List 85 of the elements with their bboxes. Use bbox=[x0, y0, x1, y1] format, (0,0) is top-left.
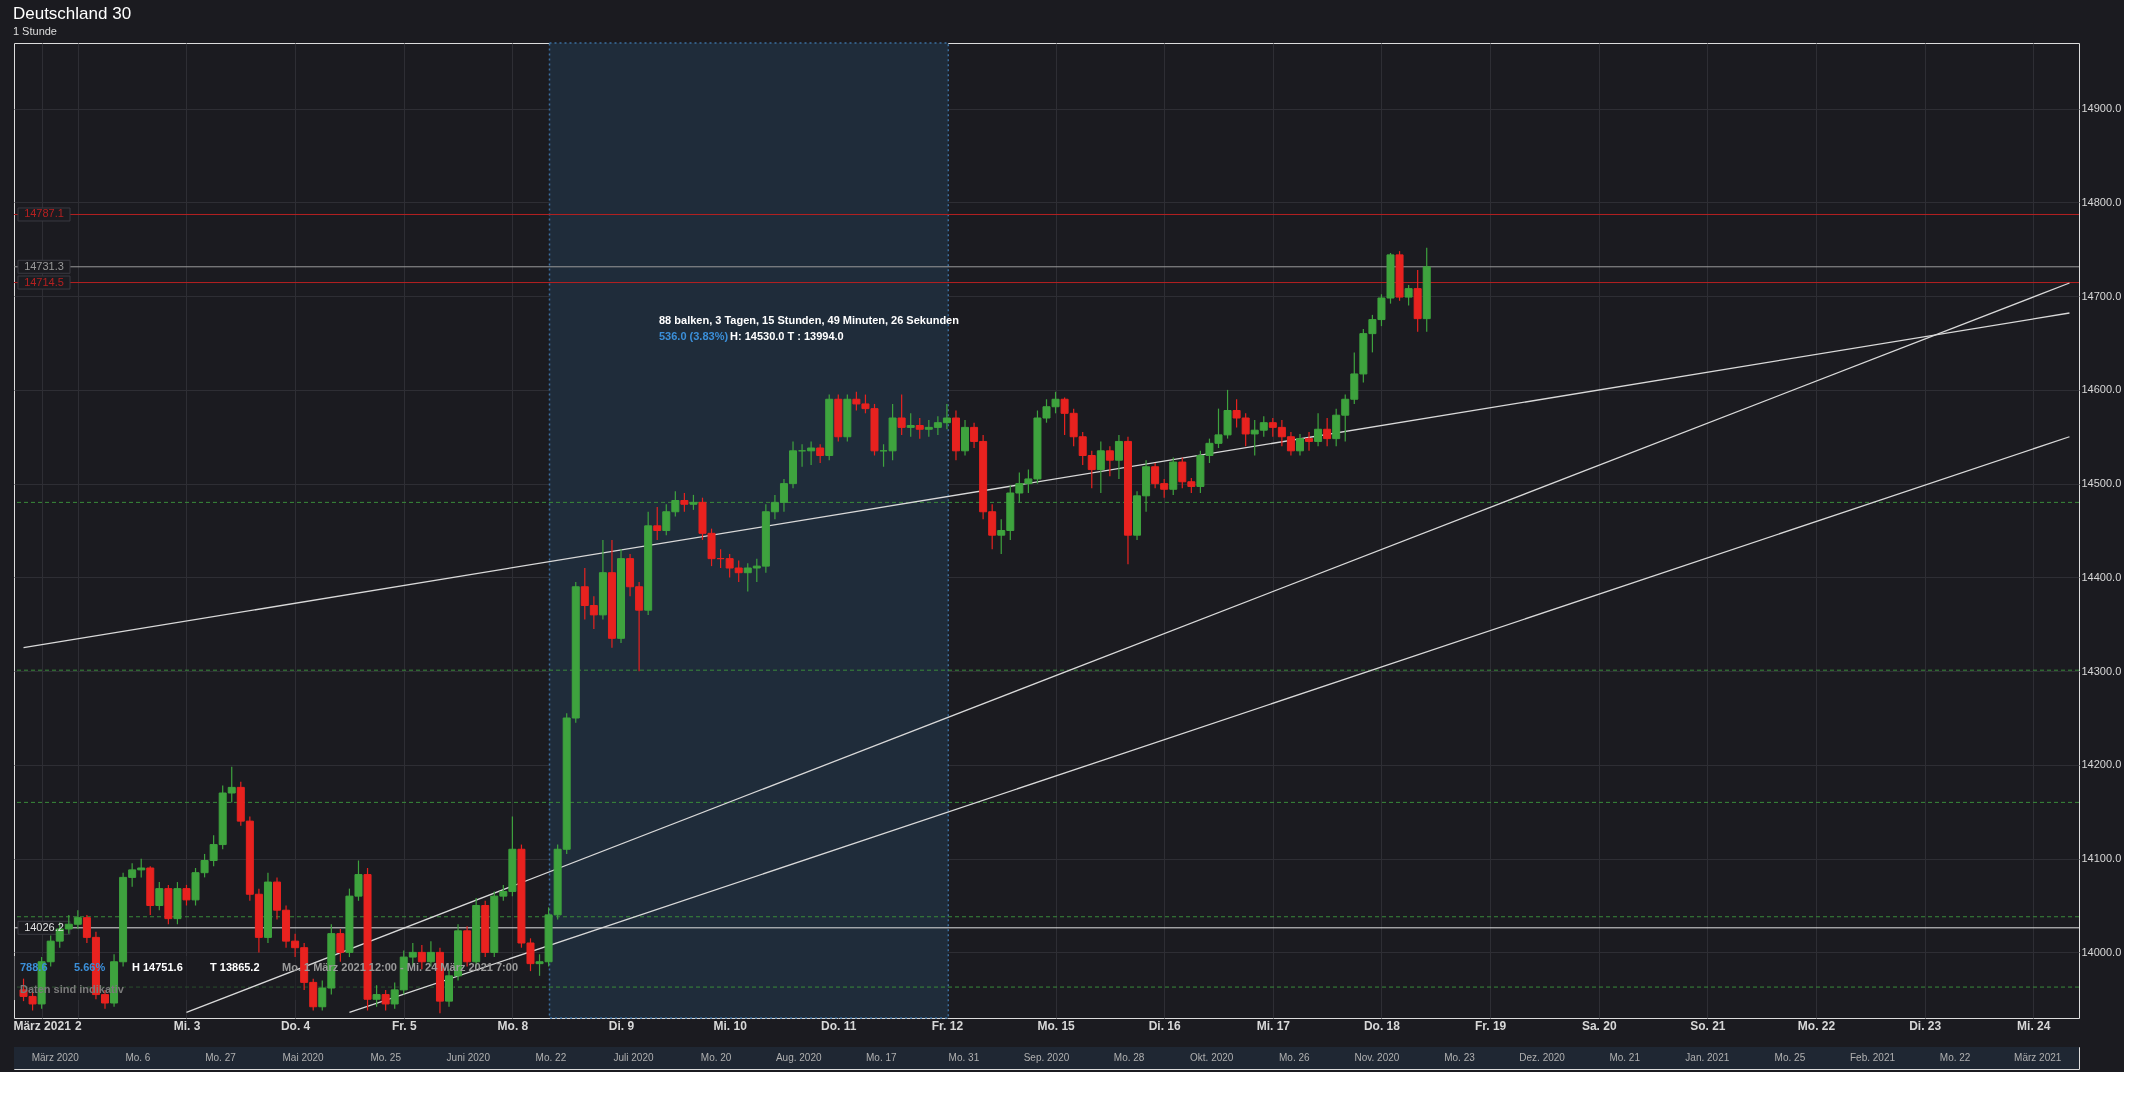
y-tick-label: 14900.0 bbox=[2081, 102, 2122, 115]
candlestick bbox=[1105, 445, 1114, 477]
y-tick-label: 14700.0 bbox=[2081, 289, 2122, 302]
candlestick bbox=[1305, 431, 1314, 452]
x-tick-label: März 2021 bbox=[13, 1018, 72, 1033]
text: Mo. 27 bbox=[205, 1052, 237, 1063]
x-tick-label: Mi. 10 bbox=[713, 1018, 748, 1033]
text: Mo. 26 bbox=[1279, 1052, 1311, 1063]
x-tick-label: 2 bbox=[75, 1018, 82, 1033]
x-tick-label: Fr. 12 bbox=[931, 1018, 964, 1033]
y-tick-label: 14600.0 bbox=[2081, 383, 2122, 396]
x-tick-label: Di. 23 bbox=[1909, 1018, 1942, 1033]
text: Mai 2020 bbox=[282, 1052, 325, 1063]
text: Sep. 2020 bbox=[1023, 1052, 1070, 1063]
x-tick-label: Di. 9 bbox=[608, 1018, 635, 1033]
candlestick bbox=[1323, 417, 1332, 447]
text: Mo. 17 bbox=[866, 1052, 898, 1063]
candlestick bbox=[1096, 440, 1105, 494]
y-tick-label: 14100.0 bbox=[2081, 852, 2122, 865]
candlestick bbox=[680, 492, 689, 513]
x-tick-label: Mo. 22 bbox=[1797, 1018, 1836, 1033]
text: Mo. 21 bbox=[1609, 1052, 1641, 1063]
text: Mo. 6 bbox=[125, 1052, 151, 1063]
candlestick bbox=[1295, 433, 1304, 457]
annotation: H: 14530.0 T : 13994.0 bbox=[730, 330, 844, 342]
candlestick bbox=[381, 989, 390, 1012]
annotation: H 14751.6 bbox=[132, 961, 183, 973]
annotation: 88 balken, 3 Tagen, 15 Stunden, 49 Minuten, 26 Sekunden bbox=[659, 314, 960, 326]
x-tick-label: Fr. 19 bbox=[1474, 1018, 1507, 1033]
text: Mo. 31 bbox=[948, 1052, 980, 1063]
x-tick-label: Do. 18 bbox=[1363, 1018, 1401, 1033]
candlestick bbox=[1314, 412, 1323, 447]
text: Jan. 2021 bbox=[1685, 1052, 1730, 1063]
x-tick-label: Do. 11 bbox=[821, 1018, 857, 1033]
text: Okt. 2020 bbox=[1190, 1052, 1234, 1063]
candlestick bbox=[906, 412, 915, 438]
y-tick-label: 14500.0 bbox=[2081, 477, 2122, 490]
text: Mo. 22 bbox=[1939, 1052, 1971, 1063]
x-tick-label: Do. 4 bbox=[280, 1018, 311, 1033]
text: Mo. 23 bbox=[1444, 1052, 1476, 1063]
ref-line-label: 14714.5 bbox=[24, 275, 64, 288]
candlestick bbox=[155, 881, 164, 911]
text: Mo. 20 bbox=[700, 1052, 732, 1063]
x-tick-label: Di. 16 bbox=[1148, 1018, 1182, 1033]
candlestick bbox=[816, 443, 825, 464]
text: Feb. 2021 bbox=[1849, 1052, 1896, 1063]
text: März 2020 bbox=[31, 1052, 80, 1063]
x-tick-label: So. 21 bbox=[1690, 1018, 1726, 1033]
candlestick bbox=[1114, 434, 1123, 480]
candlestick bbox=[961, 419, 970, 457]
x-tick-label: Mo. 15 bbox=[1037, 1018, 1076, 1033]
y-tick-label: 14400.0 bbox=[2081, 570, 2122, 583]
x-tick-label: Mi. 3 bbox=[173, 1018, 201, 1033]
y-tick-label: 14200.0 bbox=[2081, 758, 2122, 771]
candlestick bbox=[372, 984, 381, 1008]
text: Mo. 25 bbox=[1774, 1052, 1806, 1063]
text: Mo. 25 bbox=[370, 1052, 402, 1063]
text: März 2021 bbox=[2014, 1052, 2062, 1063]
ref-line-label: 14731.3 bbox=[24, 259, 64, 272]
x-tick-label: Mo. 8 bbox=[497, 1018, 529, 1033]
text: Dez. 2020 bbox=[1519, 1052, 1566, 1063]
y-tick-label: 14800.0 bbox=[2081, 195, 2122, 208]
text: Mo. 22 bbox=[535, 1052, 567, 1063]
text: Nov. 2020 bbox=[1354, 1052, 1400, 1063]
text: Juli 2020 bbox=[613, 1052, 654, 1063]
annotation: T 13865.2 bbox=[210, 961, 260, 973]
candlestick bbox=[182, 884, 191, 907]
candlestick bbox=[653, 506, 662, 541]
annotation: 536.0 (3.83%) bbox=[659, 330, 729, 342]
candlestick bbox=[915, 417, 924, 440]
candlestick bbox=[1404, 284, 1413, 307]
text: Aug. 2020 bbox=[775, 1052, 822, 1063]
x-tick-label: Mi. 24 bbox=[2017, 1018, 2051, 1033]
text: Mo. 28 bbox=[1113, 1052, 1145, 1063]
candlestick bbox=[897, 393, 906, 436]
y-tick-label: 14000.0 bbox=[2081, 945, 2122, 958]
x-tick-label: Fr. 5 bbox=[391, 1018, 417, 1033]
x-tick-label: Sa. 20 bbox=[1581, 1018, 1617, 1033]
chart-subtitle: 1 Stunde bbox=[12, 25, 57, 38]
y-tick-label: 14300.0 bbox=[2081, 664, 2122, 677]
ref-line-label: 14787.1 bbox=[24, 207, 64, 220]
text: Juni 2020 bbox=[446, 1052, 491, 1063]
candlestick bbox=[336, 928, 345, 963]
chart-title: Deutschland 30 bbox=[12, 4, 132, 24]
x-tick-label: Mi. 17 bbox=[1256, 1018, 1291, 1033]
